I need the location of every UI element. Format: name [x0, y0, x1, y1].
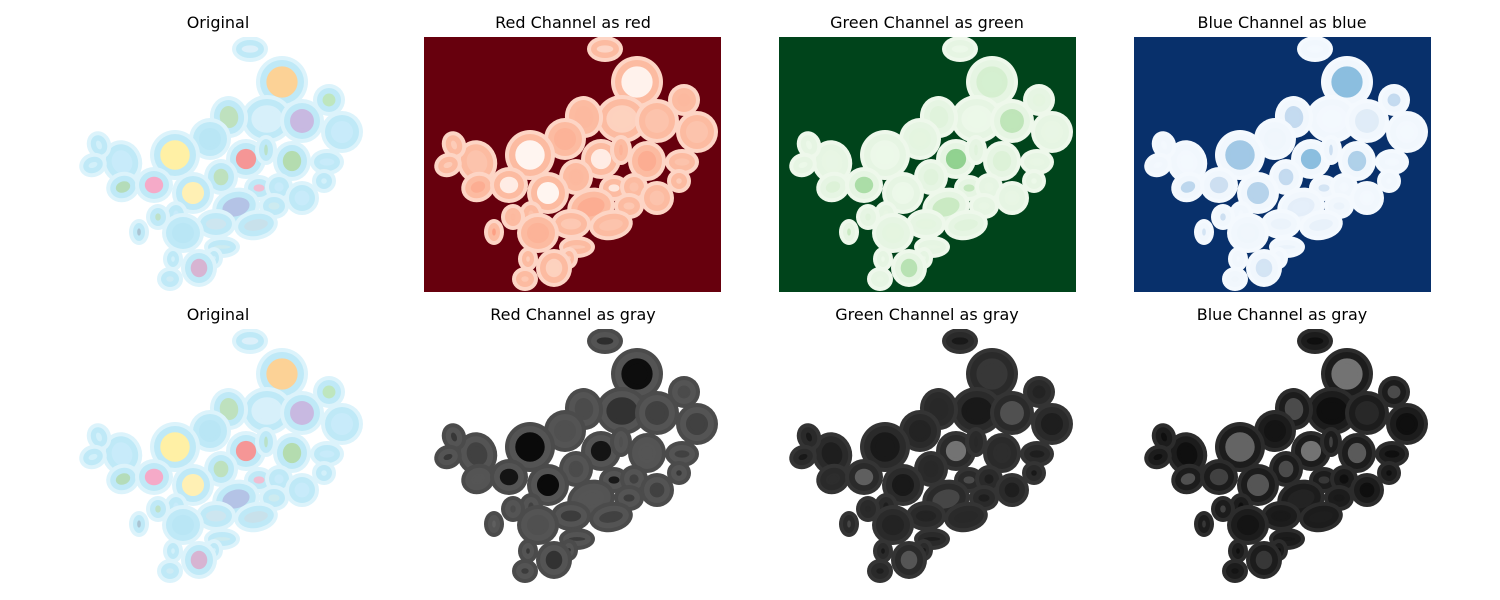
blue-channel-gray-image	[1144, 329, 1428, 583]
original-image-top	[79, 37, 363, 291]
green-channel-green-image	[779, 37, 1076, 292]
panel-title-green-as-gray: Green Channel as gray	[835, 305, 1019, 324]
panel-title-red-as-red: Red Channel as red	[495, 13, 651, 32]
panel-title-red-as-gray: Red Channel as gray	[490, 305, 656, 324]
red-channel-red-image	[424, 37, 721, 292]
red-channel-gray-image	[434, 329, 718, 583]
panel-title-green-as-green: Green Channel as green	[830, 13, 1024, 32]
panel-title-original-top: Original	[186, 13, 250, 32]
original-image-bottom	[79, 329, 363, 583]
panel-title-original-bottom: Original	[186, 305, 250, 324]
blue-channel-blue-image	[1134, 37, 1431, 292]
panel-title-blue-as-blue: Blue Channel as blue	[1197, 13, 1367, 32]
panel-title-blue-as-gray: Blue Channel as gray	[1196, 305, 1368, 324]
green-channel-gray-image	[789, 329, 1073, 583]
